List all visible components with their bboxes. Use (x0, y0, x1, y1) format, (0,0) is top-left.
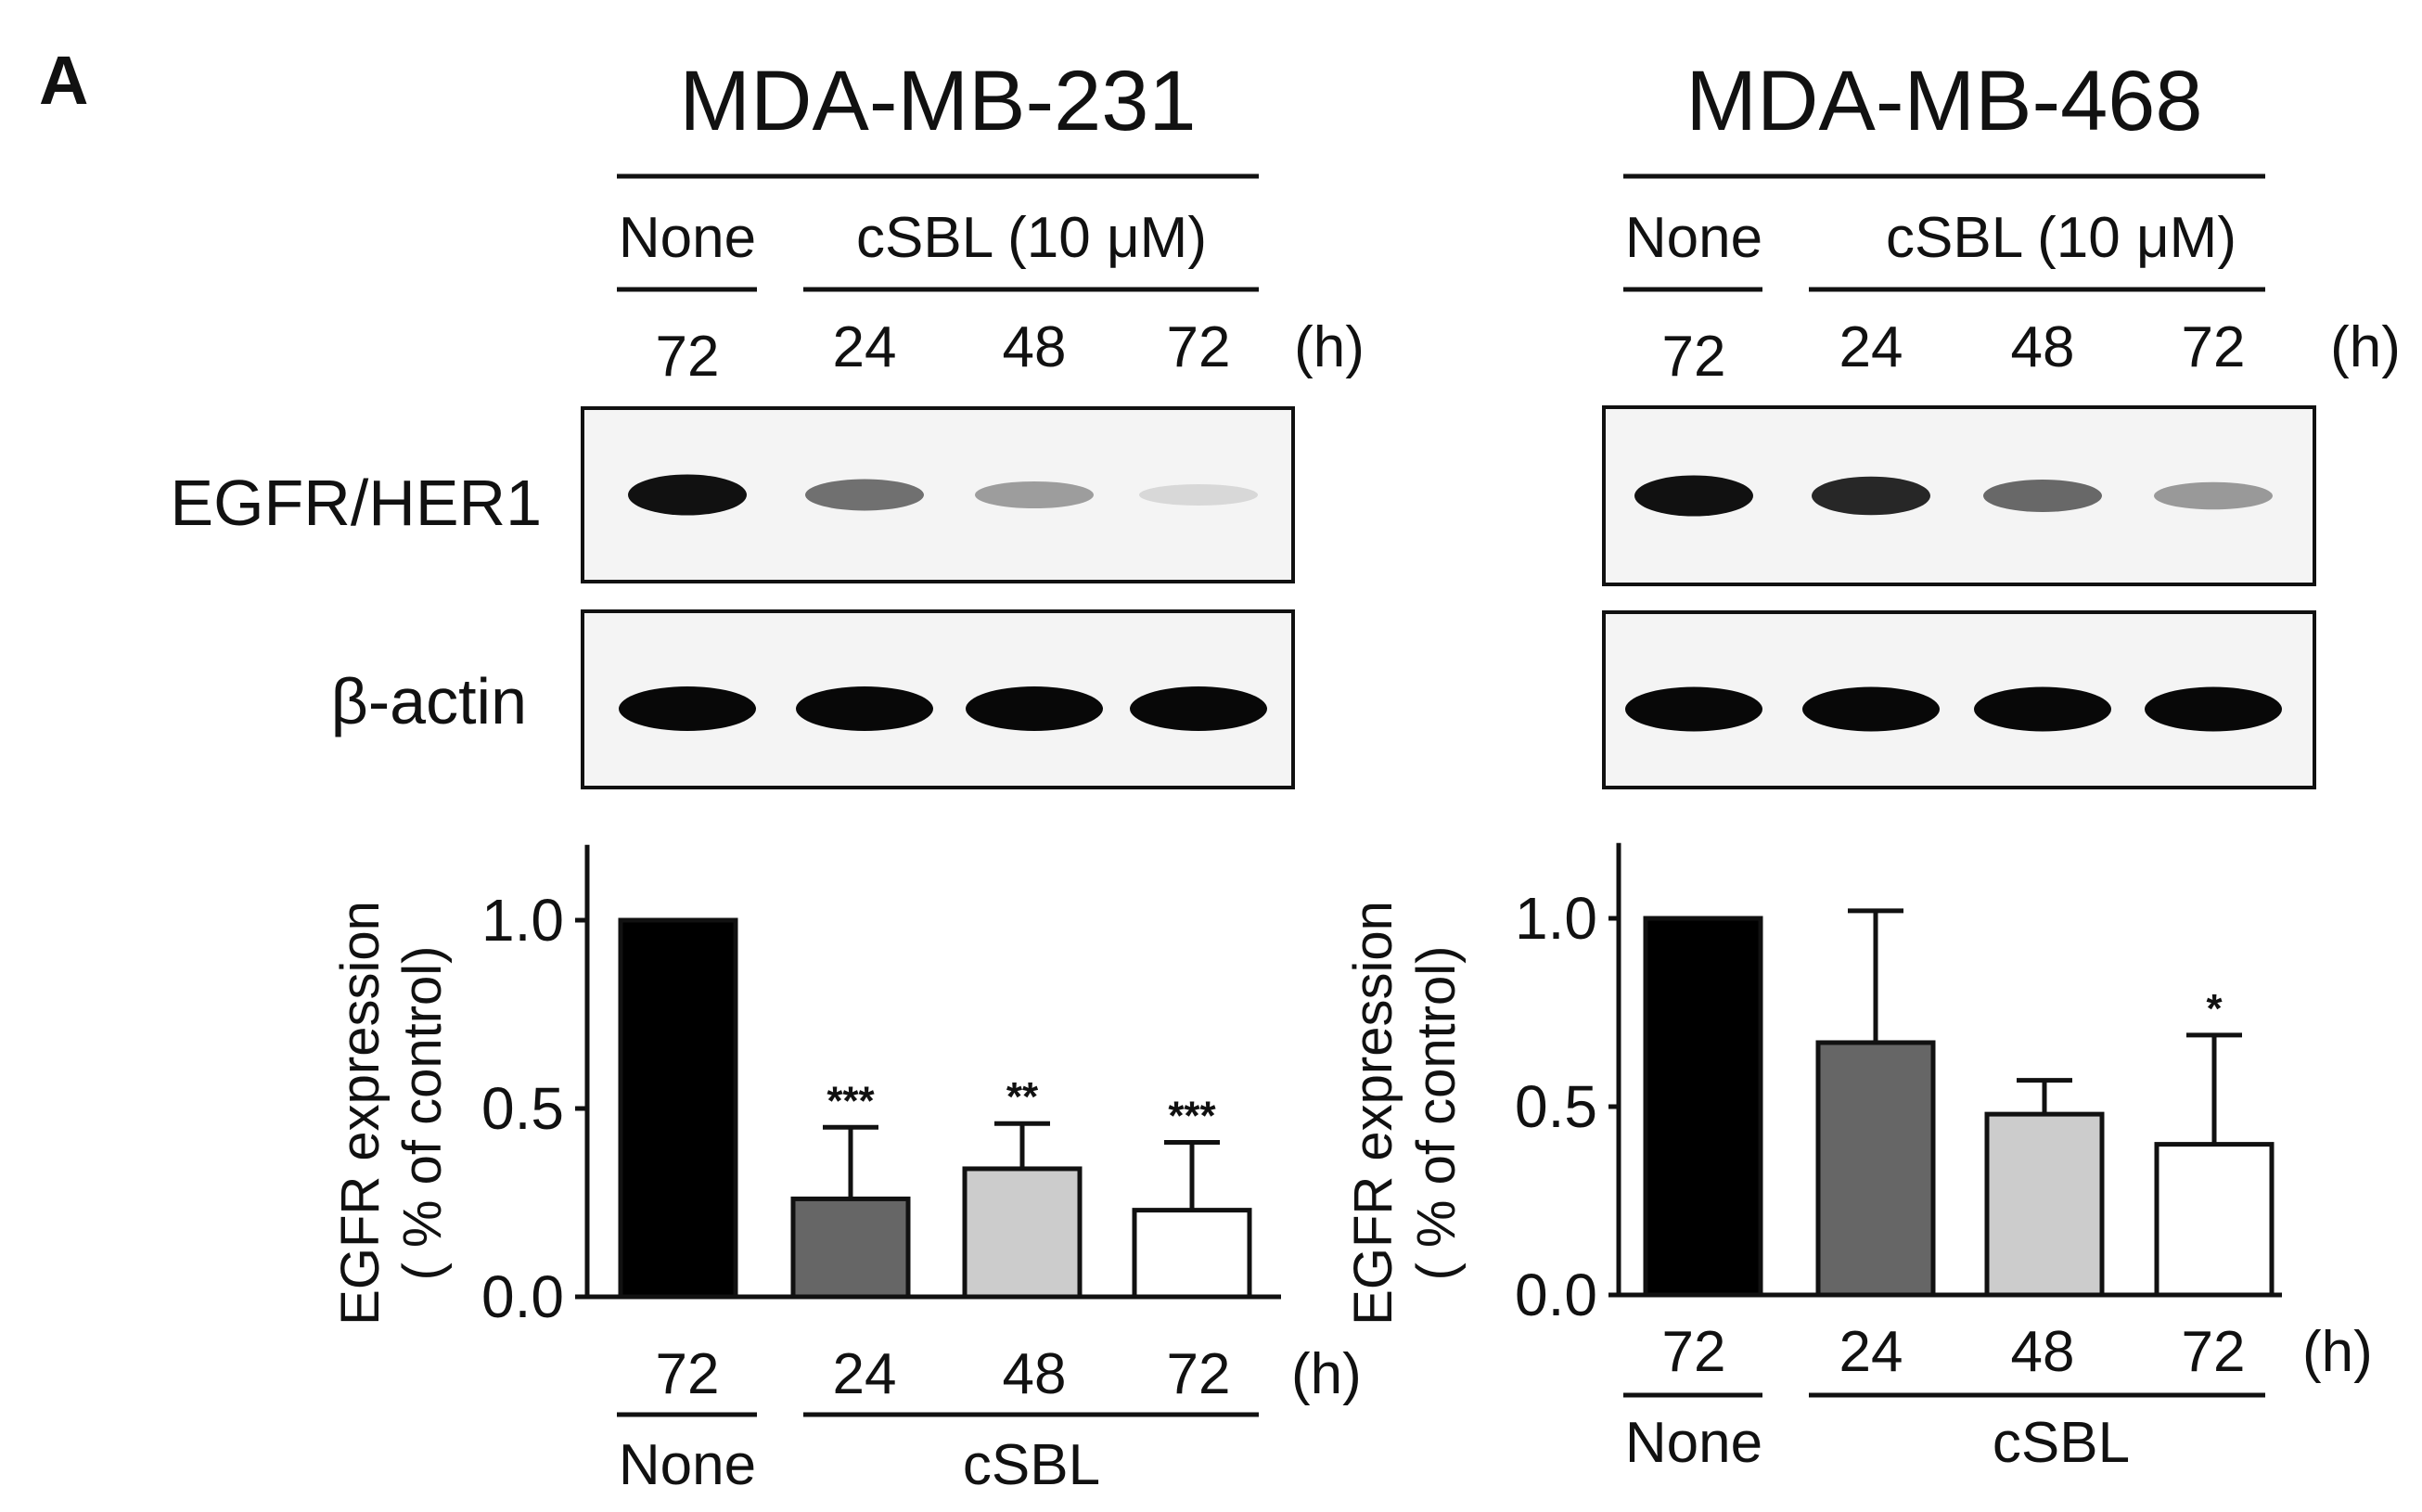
time-unit-label: (h) (2330, 315, 2401, 379)
y-tick-label: 0.5 (481, 1075, 564, 1142)
x-group-label: None (1625, 1411, 1762, 1475)
lane-time-label: 24 (1839, 315, 1903, 379)
bar (962, 1166, 1083, 1300)
lane-time-label: 72 (1662, 325, 1726, 389)
actin-band (1130, 686, 1267, 731)
actin-band (1802, 686, 1940, 732)
bar-chart: 0.0 0.5 1.0 EGFR expression( % of control) *… (1343, 842, 2373, 1475)
x-tick-label: 24 (1839, 1320, 1903, 1384)
lane-time-label: 24 (833, 315, 897, 379)
bar (1132, 1208, 1252, 1300)
bar-chart: 0.0 0.5 1.0 EGFR expression( % of control) *… (330, 844, 1362, 1497)
x-tick-label: 48 (1003, 1342, 1067, 1406)
bar (2154, 1142, 2275, 1298)
lane-time-label: 72 (656, 325, 720, 389)
lane-time-label: 48 (1003, 315, 1067, 379)
y-tick-label: 1.0 (481, 887, 564, 954)
time-unit-label: (h) (1294, 315, 1365, 379)
y-axis-label: EGFR expression (330, 901, 391, 1326)
egfr-band (628, 474, 747, 516)
egfr-band (975, 481, 1094, 509)
x-unit-label: (h) (1291, 1342, 1362, 1406)
y-axis-label-unit: ( % of control) (392, 946, 453, 1281)
x-group-label: cSBL (963, 1433, 1100, 1497)
bar (1643, 916, 1763, 1298)
x-tick-label: 72 (656, 1342, 720, 1406)
control-group-label: None (619, 206, 756, 270)
y-axis-label-unit: ( % of control) (1406, 946, 1467, 1281)
significance-marker: *** (1168, 1094, 1216, 1139)
x-tick-label: 72 (1662, 1320, 1726, 1384)
y-tick-label: 0.5 (1515, 1073, 1597, 1140)
egfr-band (1139, 484, 1258, 506)
row-label-actin: β-actin (331, 665, 527, 737)
lane-time-label: 72 (2182, 315, 2246, 379)
actin-band (2145, 686, 2282, 732)
bar (1815, 1040, 1936, 1298)
control-group-label: None (1625, 206, 1762, 270)
egfr-band (1983, 480, 2102, 512)
x-group-label: None (619, 1433, 756, 1497)
x-tick-label: 72 (2182, 1320, 2246, 1384)
significance-marker: * (2206, 986, 2223, 1031)
x-tick-label: 24 (833, 1342, 897, 1406)
x-tick-label: 48 (2011, 1320, 2075, 1384)
cell-line-title: MDA-MB-468 (1685, 54, 2202, 148)
cell-line-title: MDA-MB-231 (679, 54, 1196, 148)
lane-time-label: 48 (2011, 315, 2075, 379)
row-label-egfr: EGFR/HER1 (170, 467, 542, 539)
bar (1984, 1111, 2105, 1298)
y-tick-label: 1.0 (1515, 885, 1597, 952)
egfr-band (2154, 481, 2273, 510)
bar (790, 1196, 911, 1300)
panel-letter: A (39, 42, 88, 119)
x-tick-label: 72 (1167, 1342, 1231, 1406)
actin-band (966, 686, 1103, 731)
egfr-band (805, 479, 924, 511)
figure-content: EGFR/HER1 β-actin MDA-MB-231 None cSBL (10 μ… (170, 54, 2401, 1497)
y-tick-label: 0.0 (481, 1263, 564, 1330)
actin-band (1974, 686, 2111, 732)
egfr-band (1812, 476, 1930, 516)
bar (618, 917, 738, 1300)
actin-band (619, 686, 756, 731)
egfr-band (1634, 475, 1753, 517)
x-group-label: cSBL (1993, 1411, 2130, 1475)
actin-band (796, 686, 933, 731)
lane-time-label: 72 (1167, 315, 1231, 379)
y-tick-label: 0.0 (1515, 1262, 1597, 1328)
y-axis-label: EGFR expression (1343, 901, 1403, 1326)
treatment-group-label: cSBL (10 μM) (1886, 206, 2236, 270)
actin-band (1625, 686, 1762, 732)
x-unit-label: (h) (2302, 1320, 2373, 1384)
significance-marker: ** (1006, 1074, 1039, 1120)
significance-marker: *** (827, 1078, 875, 1123)
treatment-group-label: cSBL (10 μM) (856, 206, 1207, 270)
